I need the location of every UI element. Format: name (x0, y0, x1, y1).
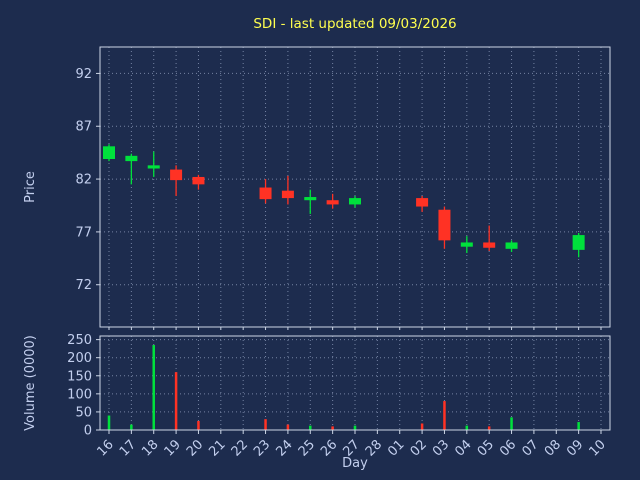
x-axis-label: Day (342, 456, 368, 471)
volume-bar (487, 426, 491, 430)
day-tick-label: 21 (206, 437, 228, 459)
volume-bar (465, 425, 469, 430)
day-tick-label: 19 (162, 437, 184, 459)
price-tick-label: 87 (75, 120, 92, 135)
volume-tick-label: 200 (67, 351, 92, 366)
price-tick-label: 72 (75, 278, 92, 293)
price-tick-label: 82 (75, 173, 92, 188)
candle-body (416, 198, 429, 207)
candle-body (349, 198, 361, 205)
day-tick-label: 16 (95, 437, 117, 459)
volume-bar (197, 420, 200, 430)
volume-bar (174, 372, 178, 430)
day-tick-label: 20 (184, 437, 206, 459)
volume-bar (130, 424, 133, 430)
day-tick-label: 17 (117, 437, 139, 459)
volume-tick-label: 50 (75, 405, 92, 420)
volume-bar (510, 417, 513, 430)
day-tick-label: 10 (587, 437, 609, 459)
day-tick-label: 02 (408, 437, 430, 459)
volume-bar (107, 415, 111, 430)
candle-body (281, 190, 294, 199)
day-tick-label: 07 (519, 437, 541, 459)
chart-series (103, 144, 585, 430)
day-tick-label: 01 (385, 437, 407, 459)
candle-body (572, 235, 585, 250)
day-tick-label: 06 (497, 437, 519, 459)
day-tick-label: 03 (430, 437, 452, 459)
price-axis-label: Price (23, 171, 38, 203)
day-tick-label: 05 (475, 437, 497, 459)
candle-body (103, 146, 115, 159)
candle-body (259, 187, 272, 200)
volume-tick-label: 100 (67, 387, 92, 402)
day-tick-label: 23 (251, 437, 273, 459)
volume-bar (331, 426, 334, 430)
candle-body (170, 169, 183, 181)
candle-body (192, 176, 205, 185)
candle-body (483, 242, 496, 248)
candle-body (125, 155, 138, 162)
volume-bar (577, 422, 580, 430)
candle-body (438, 209, 451, 241)
volume-tick-label: 0 (84, 424, 92, 439)
day-tick-label: 25 (296, 437, 318, 459)
price-tick-label: 77 (75, 225, 92, 240)
candle-body (147, 165, 160, 169)
day-tick-label: 26 (318, 437, 340, 459)
price-tick-label: 92 (75, 67, 92, 82)
volume-bar (353, 425, 357, 430)
volume-axis-label: Volume (0000) (23, 335, 38, 431)
day-tick-label: 09 (564, 437, 586, 459)
day-tick-label: 22 (229, 437, 251, 459)
candle-body (326, 200, 339, 205)
volume-bar (286, 424, 290, 430)
candle-body (505, 242, 518, 249)
volume-bar (152, 345, 155, 430)
day-tick-label: 18 (139, 437, 161, 459)
day-tick-label: 04 (452, 437, 474, 459)
volume-bar (264, 419, 267, 430)
volume-bar (420, 423, 424, 430)
volume-bar (309, 425, 312, 430)
volume-tick-label: 150 (67, 369, 92, 384)
chart-title: SDI - last updated 09/03/2026 (253, 16, 456, 32)
day-tick-label: 24 (273, 437, 295, 459)
volume-bar (443, 401, 446, 430)
day-tick-label: 08 (542, 437, 564, 459)
candle-body (304, 197, 317, 201)
candle-body (460, 242, 473, 247)
volume-tick-label: 250 (67, 333, 92, 348)
